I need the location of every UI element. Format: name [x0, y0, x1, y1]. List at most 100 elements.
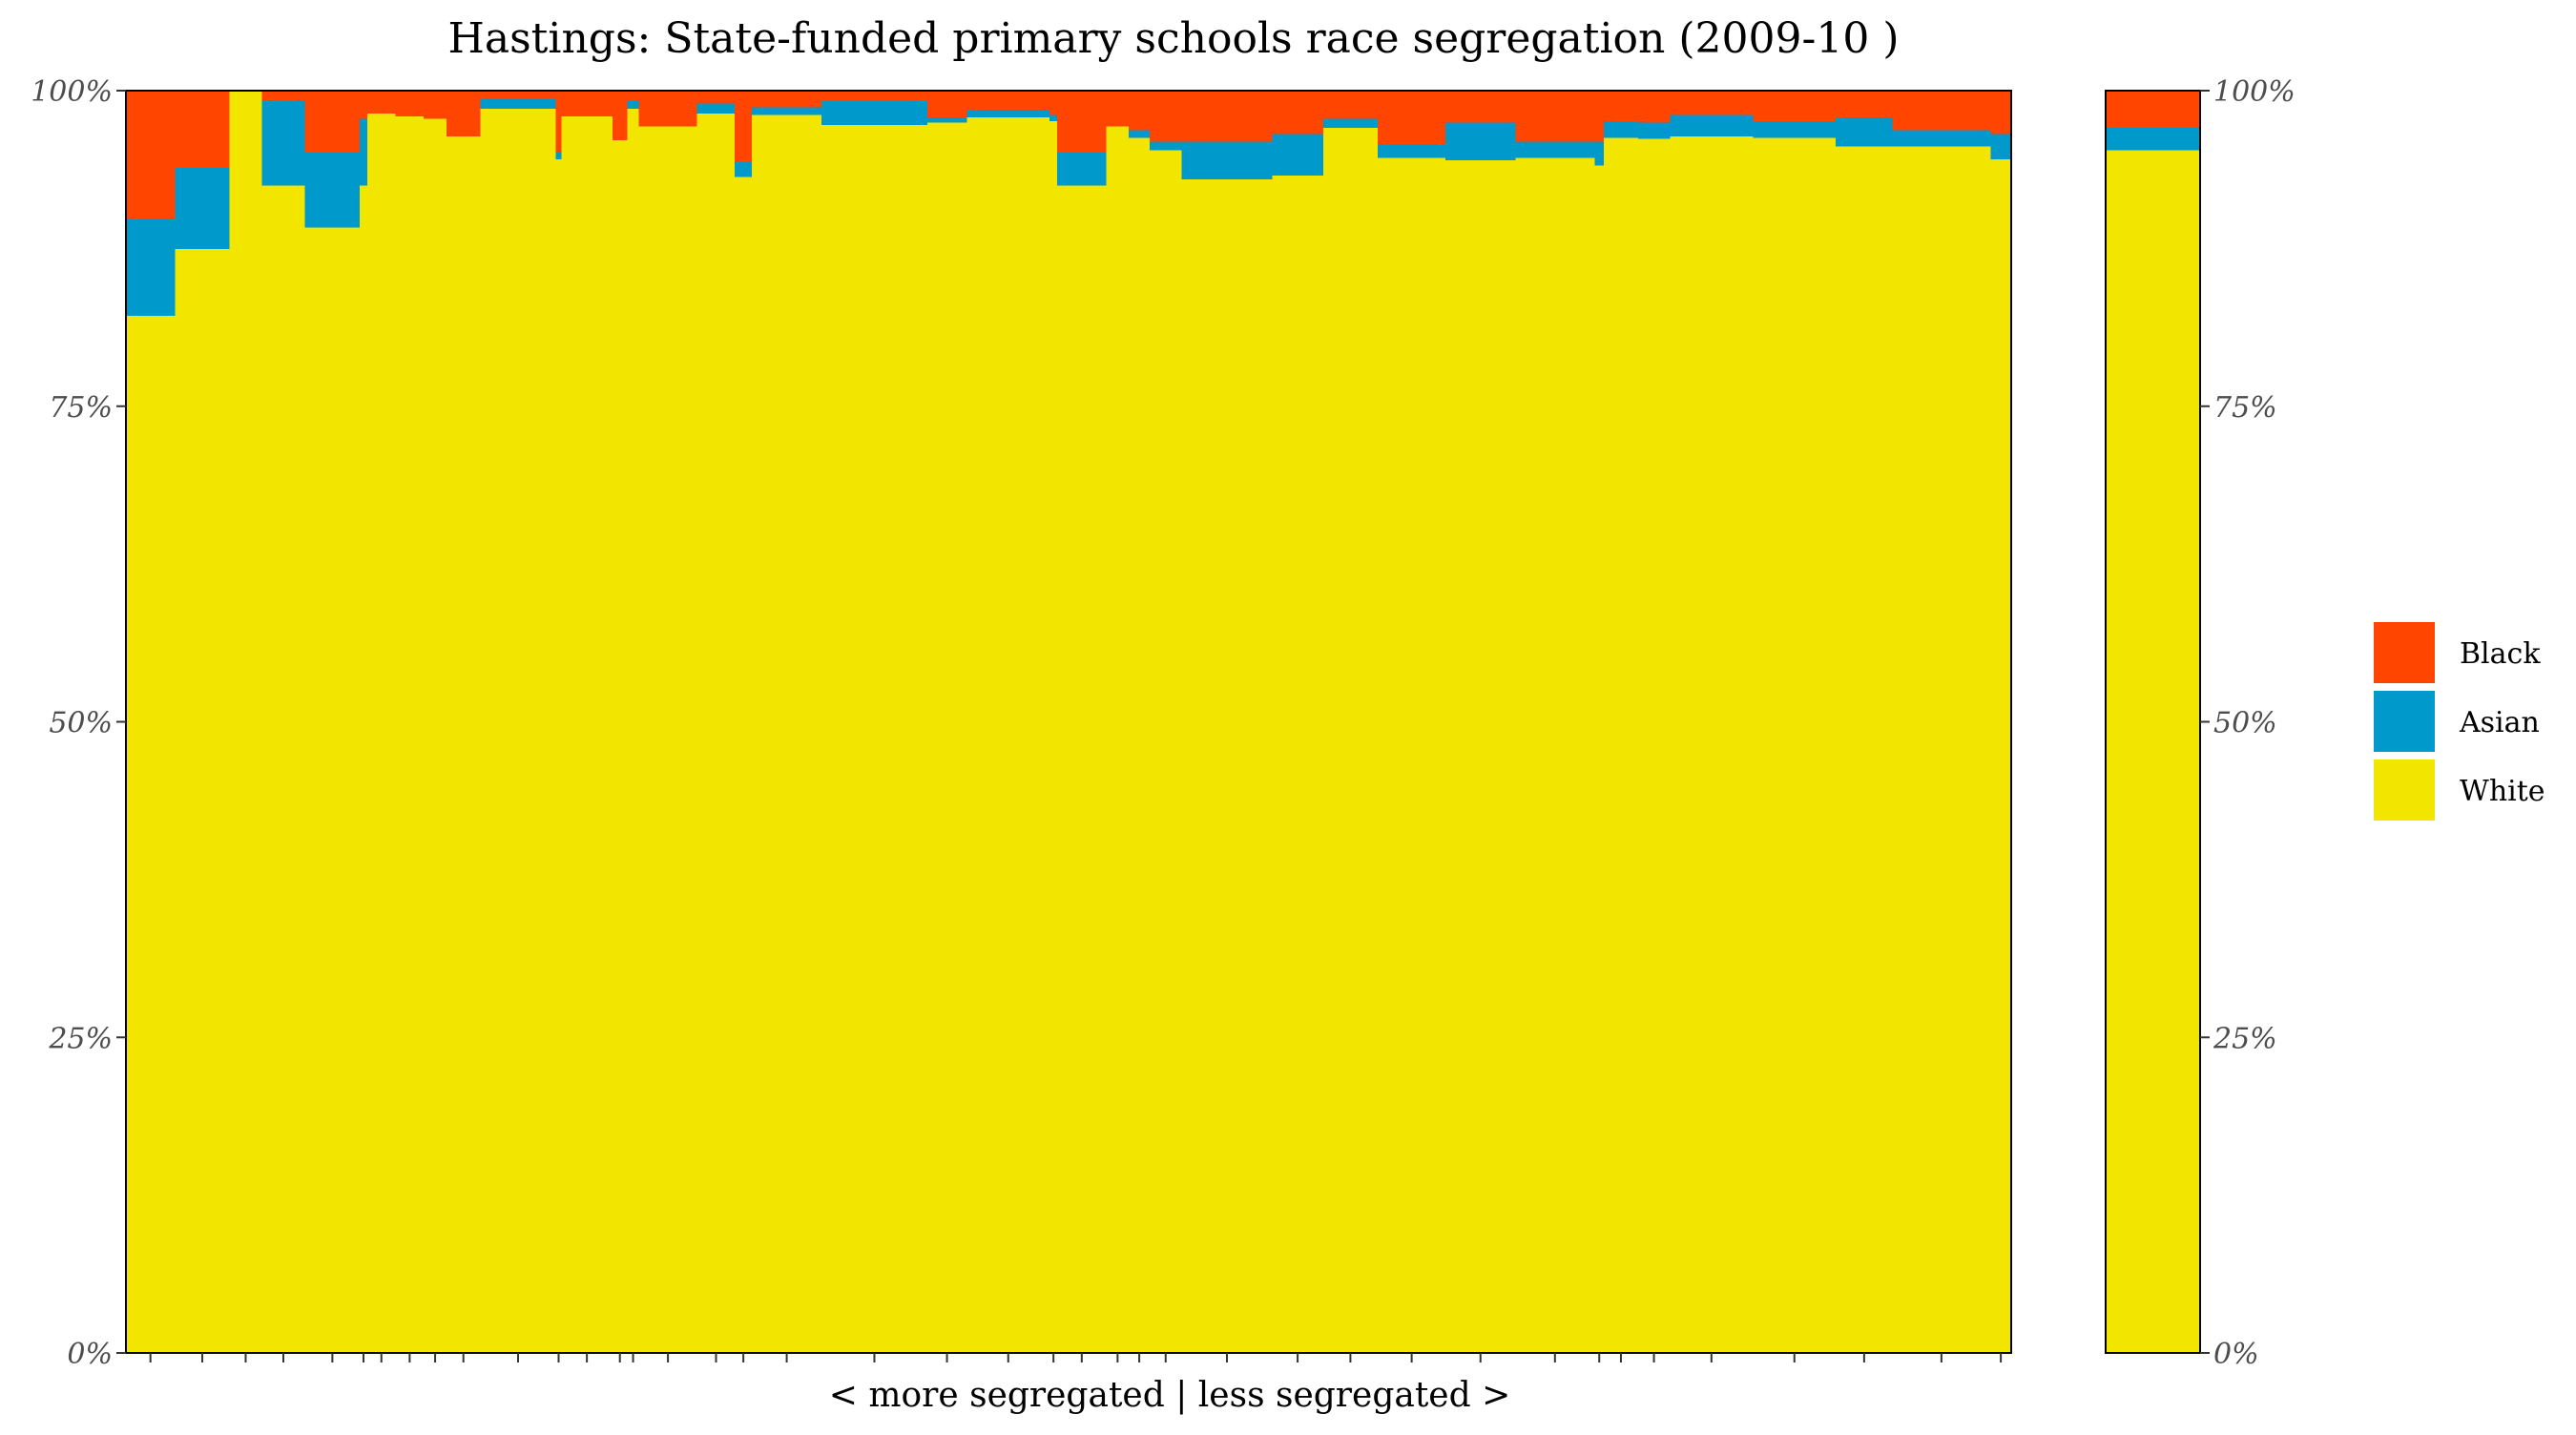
bar-segment-black-school-25 — [1106, 91, 1130, 127]
bar-segment-asian-school-29 — [1272, 133, 1324, 177]
chart-title: Hastings: State-funded primary schools r… — [448, 14, 1900, 63]
bar-segment-asian-school-5 — [304, 152, 361, 228]
bar-segment-black-school-40 — [1892, 91, 1991, 131]
bar-segment-asian-school-24 — [1057, 152, 1108, 186]
bar-segment-black-school-7 — [366, 91, 397, 114]
bar-segment-white-school-18 — [735, 176, 753, 1354]
bar-segment-white-school-31 — [1378, 157, 1446, 1354]
legend-label-white: White — [2460, 775, 2545, 808]
y-tick-label-left-75: 75% — [49, 391, 113, 425]
bar-segment-white-school-39 — [1836, 146, 1894, 1354]
bar-segment-black-school-32 — [1445, 91, 1516, 123]
bar-segment-black-school-35 — [1604, 91, 1639, 122]
bar-segment-white-school-13 — [561, 115, 613, 1354]
bar-segment-black-school-39 — [1836, 91, 1894, 118]
bar-segment-white-school-25 — [1106, 126, 1130, 1354]
bar-segment-white-school-1 — [126, 315, 176, 1354]
bar-segment-black-school-13 — [561, 91, 613, 116]
bar-segment-white-school-32 — [1445, 159, 1516, 1354]
bar-segment-asian-school-28 — [1181, 140, 1274, 180]
bar-segment-asian-school-36 — [1637, 122, 1671, 139]
bar-segment-asian-school-12 — [555, 151, 563, 159]
x-axis-label: < more segregated | less segregated > — [829, 1376, 1511, 1415]
bar-segment-asian-school-17 — [696, 103, 736, 114]
bar-segment-white-school-14 — [612, 139, 629, 1354]
bar-segment-asian-school-22 — [966, 109, 1050, 118]
bar-segment-white-school-5 — [304, 226, 361, 1354]
bar-segment-asian-school-39 — [1836, 116, 1894, 147]
bar-segment-asian-school-26 — [1129, 130, 1151, 138]
bar-segment-white-school-24 — [1057, 185, 1108, 1354]
bar-segment-white-school-3 — [229, 91, 262, 1354]
main-plot-panel — [126, 91, 2012, 1354]
y-tick-label-right-0: 0% — [2213, 1338, 2259, 1371]
bar-segment-black-school-5 — [304, 91, 361, 154]
bar-segment-asian-school-11 — [480, 97, 557, 109]
bar-segment-black-school-18 — [735, 91, 753, 162]
bar-segment-white-school-16 — [638, 126, 698, 1354]
bar-segment-black-school-30 — [1322, 91, 1379, 119]
bar-segment-white-school-11 — [480, 108, 557, 1354]
bar-segment-asian-school-38 — [1753, 120, 1837, 138]
bar-segment-white-school-34 — [1594, 165, 1605, 1354]
bar-segment-white-school-33 — [1515, 157, 1595, 1354]
bar-segment-asian-school-15 — [627, 100, 640, 109]
bar-segment-white-school-20 — [821, 124, 928, 1354]
bar-segment-asian-school-23 — [1049, 114, 1058, 122]
overall-bar-segment-black — [2106, 91, 2200, 128]
bar-segment-asian-school-27 — [1149, 140, 1183, 151]
overall-bar-segment-asian — [2106, 127, 2200, 151]
y-tick-label-right-75: 75% — [2213, 391, 2277, 425]
bar-segment-white-school-30 — [1322, 127, 1379, 1354]
legend-label-asian: Asian — [2459, 706, 2540, 739]
bar-segment-white-school-10 — [446, 135, 482, 1354]
bar-segment-asian-school-4 — [261, 100, 306, 186]
bar-segment-asian-school-37 — [1670, 114, 1754, 137]
bar-segment-white-school-7 — [366, 113, 397, 1354]
legend-key-white — [2374, 759, 2435, 821]
legend: Black Asian White — [2374, 622, 2545, 821]
bar-segment-asian-school-32 — [1445, 122, 1516, 161]
legend-label-black: Black — [2460, 637, 2541, 671]
bar-segment-white-school-23 — [1049, 120, 1058, 1354]
bar-segment-black-school-2 — [175, 91, 231, 169]
bar-segment-black-school-20 — [821, 91, 928, 101]
bar-segment-black-school-41 — [1990, 91, 2012, 135]
bar-segment-black-school-28 — [1181, 91, 1274, 142]
y-tick-label-left-0: 0% — [67, 1338, 113, 1371]
legend-key-asian — [2374, 691, 2435, 752]
bar-segment-asian-school-21 — [926, 116, 967, 123]
bar-segment-black-school-29 — [1272, 91, 1324, 135]
bar-segment-black-school-34 — [1594, 91, 1605, 142]
bar-segment-black-school-22 — [966, 91, 1050, 111]
bar-segment-black-school-8 — [395, 91, 425, 116]
bar-segment-black-school-4 — [261, 91, 306, 101]
bar-segment-black-school-27 — [1149, 91, 1183, 142]
bar-segment-asian-school-31 — [1378, 143, 1446, 158]
bar-segment-black-school-19 — [752, 91, 822, 108]
bar-segment-white-school-36 — [1637, 138, 1671, 1354]
y-tick-label-right-25: 25% — [2212, 1022, 2277, 1055]
bar-segment-asian-school-20 — [821, 100, 928, 126]
bar-segment-white-school-8 — [395, 115, 425, 1354]
bar-segment-black-school-24 — [1057, 91, 1108, 154]
y-tick-label-left-25: 25% — [48, 1022, 113, 1055]
bar-segment-black-school-38 — [1753, 91, 1837, 122]
bar-segment-asian-school-6 — [360, 118, 368, 186]
bar-segment-white-school-2 — [175, 248, 231, 1354]
bar-segment-white-school-35 — [1604, 136, 1639, 1354]
bar-segment-black-school-36 — [1637, 91, 1671, 123]
bar-segment-black-school-26 — [1129, 91, 1151, 131]
bar-segment-black-school-15 — [627, 91, 640, 101]
bar-segment-asian-school-34 — [1594, 140, 1605, 166]
bar-segment-white-school-27 — [1149, 150, 1183, 1354]
bar-segment-asian-school-19 — [752, 107, 822, 115]
bar-segment-asian-school-1 — [126, 218, 176, 316]
bar-segment-white-school-41 — [1990, 158, 2012, 1354]
bar-segment-white-school-37 — [1670, 135, 1754, 1354]
bar-segment-black-school-23 — [1049, 91, 1058, 115]
bar-segment-white-school-17 — [696, 113, 736, 1354]
bar-segment-asian-school-41 — [1990, 133, 2012, 159]
bar-segment-black-school-21 — [926, 91, 967, 118]
